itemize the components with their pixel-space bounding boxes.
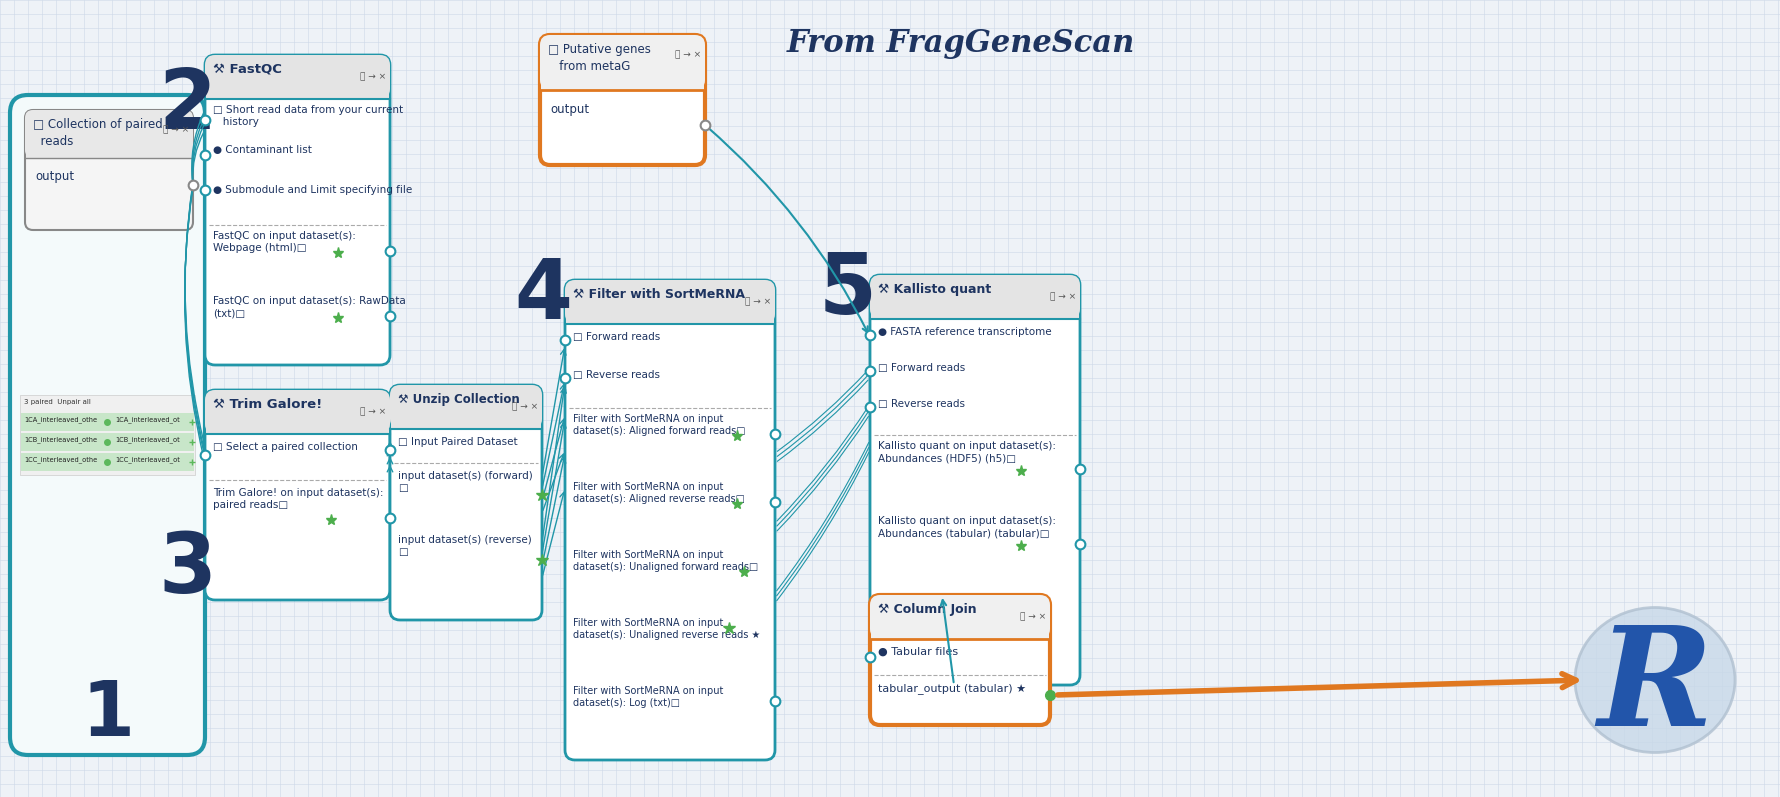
- FancyBboxPatch shape: [25, 110, 192, 230]
- Text: ● Submodule and Limit specifying file: ● Submodule and Limit specifying file: [214, 185, 413, 195]
- FancyBboxPatch shape: [564, 280, 774, 324]
- Bar: [541, 45, 705, 90]
- Text: □ Forward reads: □ Forward reads: [878, 363, 965, 373]
- Text: FastQC on input dataset(s):
Webpage (html)□: FastQC on input dataset(s): Webpage (htm…: [214, 231, 356, 253]
- Text: ● Tabular files: ● Tabular files: [878, 647, 958, 657]
- Text: ⚒ Unzip Collection: ⚒ Unzip Collection: [399, 393, 520, 406]
- Text: Kallisto quant on input dataset(s):
Abundances (tabular) (tabular)□: Kallisto quant on input dataset(s): Abun…: [878, 516, 1056, 539]
- Text: □ Short read data from your current
   history: □ Short read data from your current hist…: [214, 105, 402, 128]
- FancyBboxPatch shape: [390, 385, 541, 620]
- Text: input dataset(s) (forward)
□: input dataset(s) (forward) □: [399, 471, 532, 493]
- Text: 1CA_interleaved_othe: 1CA_interleaved_othe: [23, 416, 98, 422]
- Text: ⧉ → ×: ⧉ → ×: [675, 50, 701, 60]
- Text: Filter with SortMeRNA on input
dataset(s): Log (txt)□: Filter with SortMeRNA on input dataset(s…: [573, 686, 723, 709]
- Text: ⧉ → ×: ⧉ → ×: [744, 297, 771, 307]
- Text: ⧉ → ×: ⧉ → ×: [1050, 292, 1075, 301]
- Text: ⧉ → ×: ⧉ → ×: [513, 402, 538, 411]
- Bar: [392, 395, 541, 429]
- FancyBboxPatch shape: [205, 390, 390, 434]
- Text: output: output: [36, 170, 75, 183]
- Text: ⚒ Trim Galore!: ⚒ Trim Galore!: [214, 398, 322, 411]
- Bar: [20, 395, 196, 475]
- Text: 1CC_interleaved_othe: 1CC_interleaved_othe: [23, 456, 98, 463]
- Text: output: output: [550, 103, 589, 116]
- Bar: [870, 605, 1048, 639]
- Text: tabular_output (tabular) ★: tabular_output (tabular) ★: [878, 683, 1025, 694]
- Text: Trim Galore! on input dataset(s):
paired reads□: Trim Galore! on input dataset(s): paired…: [214, 488, 383, 510]
- Text: 1CC_interleaved_ot: 1CC_interleaved_ot: [116, 456, 180, 463]
- FancyBboxPatch shape: [539, 35, 705, 165]
- Text: 1CB_interleaved_ot: 1CB_interleaved_ot: [116, 436, 180, 443]
- FancyBboxPatch shape: [870, 275, 1080, 319]
- Text: ● Contaminant list: ● Contaminant list: [214, 145, 312, 155]
- Text: ⧉ → ×: ⧉ → ×: [164, 125, 189, 135]
- Text: 4: 4: [514, 255, 571, 336]
- Text: FastQC on input dataset(s): RawData
(txt)□: FastQC on input dataset(s): RawData (txt…: [214, 296, 406, 318]
- Bar: [21, 453, 194, 471]
- Bar: [206, 65, 390, 99]
- Ellipse shape: [1575, 607, 1736, 752]
- Text: ⚒ Column Join: ⚒ Column Join: [878, 603, 977, 616]
- Text: 3 paired  Unpair all: 3 paired Unpair all: [23, 399, 91, 405]
- Bar: [566, 290, 774, 324]
- Bar: [27, 118, 192, 158]
- Text: □ Reverse reads: □ Reverse reads: [573, 370, 660, 380]
- Text: From FragGeneScan: From FragGeneScan: [787, 28, 1136, 59]
- FancyBboxPatch shape: [539, 35, 705, 90]
- Text: 1CA_interleaved_ot: 1CA_interleaved_ot: [116, 416, 180, 422]
- FancyBboxPatch shape: [870, 275, 1080, 685]
- Text: Filter with SortMeRNA on input
dataset(s): Aligned reverse reads□: Filter with SortMeRNA on input dataset(s…: [573, 482, 744, 505]
- Text: 2: 2: [158, 65, 215, 146]
- Bar: [21, 433, 194, 451]
- FancyBboxPatch shape: [564, 280, 774, 760]
- Text: 1CB_interleaved_othe: 1CB_interleaved_othe: [23, 436, 98, 443]
- Text: □ Reverse reads: □ Reverse reads: [878, 399, 965, 409]
- Bar: [870, 285, 1079, 319]
- Text: ⚒ Filter with SortMeRNA: ⚒ Filter with SortMeRNA: [573, 288, 746, 301]
- Text: ⧉ → ×: ⧉ → ×: [1020, 613, 1047, 622]
- Text: Filter with SortMeRNA on input
dataset(s): Unaligned forward reads□: Filter with SortMeRNA on input dataset(s…: [573, 550, 758, 572]
- Bar: [21, 413, 194, 431]
- Text: □ Collection of paired
  reads: □ Collection of paired reads: [34, 118, 162, 148]
- FancyBboxPatch shape: [25, 110, 192, 158]
- Text: Kallisto quant on input dataset(s):
Abundances (HDF5) (h5)□: Kallisto quant on input dataset(s): Abun…: [878, 441, 1056, 463]
- FancyBboxPatch shape: [11, 95, 205, 755]
- Text: □ Select a paired collection: □ Select a paired collection: [214, 442, 358, 452]
- Text: ⚒ FastQC: ⚒ FastQC: [214, 63, 281, 76]
- Text: 1: 1: [82, 678, 134, 752]
- Text: □ Forward reads: □ Forward reads: [573, 332, 660, 342]
- Text: ⚒ Kallisto quant: ⚒ Kallisto quant: [878, 283, 991, 296]
- Text: input dataset(s) (reverse)
□: input dataset(s) (reverse) □: [399, 535, 532, 557]
- FancyBboxPatch shape: [205, 55, 390, 365]
- Text: ⧉ → ×: ⧉ → ×: [360, 407, 386, 417]
- Text: Filter with SortMeRNA on input
dataset(s): Aligned forward reads□: Filter with SortMeRNA on input dataset(s…: [573, 414, 746, 437]
- Text: Filter with SortMeRNA on input
dataset(s): Unaligned reverse reads ★: Filter with SortMeRNA on input dataset(s…: [573, 618, 760, 641]
- Bar: [206, 400, 390, 434]
- Text: 3: 3: [158, 529, 215, 611]
- FancyBboxPatch shape: [870, 595, 1050, 725]
- FancyBboxPatch shape: [205, 390, 390, 600]
- FancyBboxPatch shape: [390, 385, 541, 429]
- Text: □ Putative genes
   from metaG: □ Putative genes from metaG: [548, 43, 651, 73]
- Text: ● FASTA reference transcriptome: ● FASTA reference transcriptome: [878, 327, 1052, 337]
- Text: ⧉ → ×: ⧉ → ×: [360, 73, 386, 81]
- Text: □ Input Paired Dataset: □ Input Paired Dataset: [399, 437, 518, 447]
- Text: R: R: [1597, 621, 1712, 755]
- FancyBboxPatch shape: [870, 595, 1050, 639]
- Text: 5: 5: [819, 250, 878, 331]
- FancyBboxPatch shape: [205, 55, 390, 99]
